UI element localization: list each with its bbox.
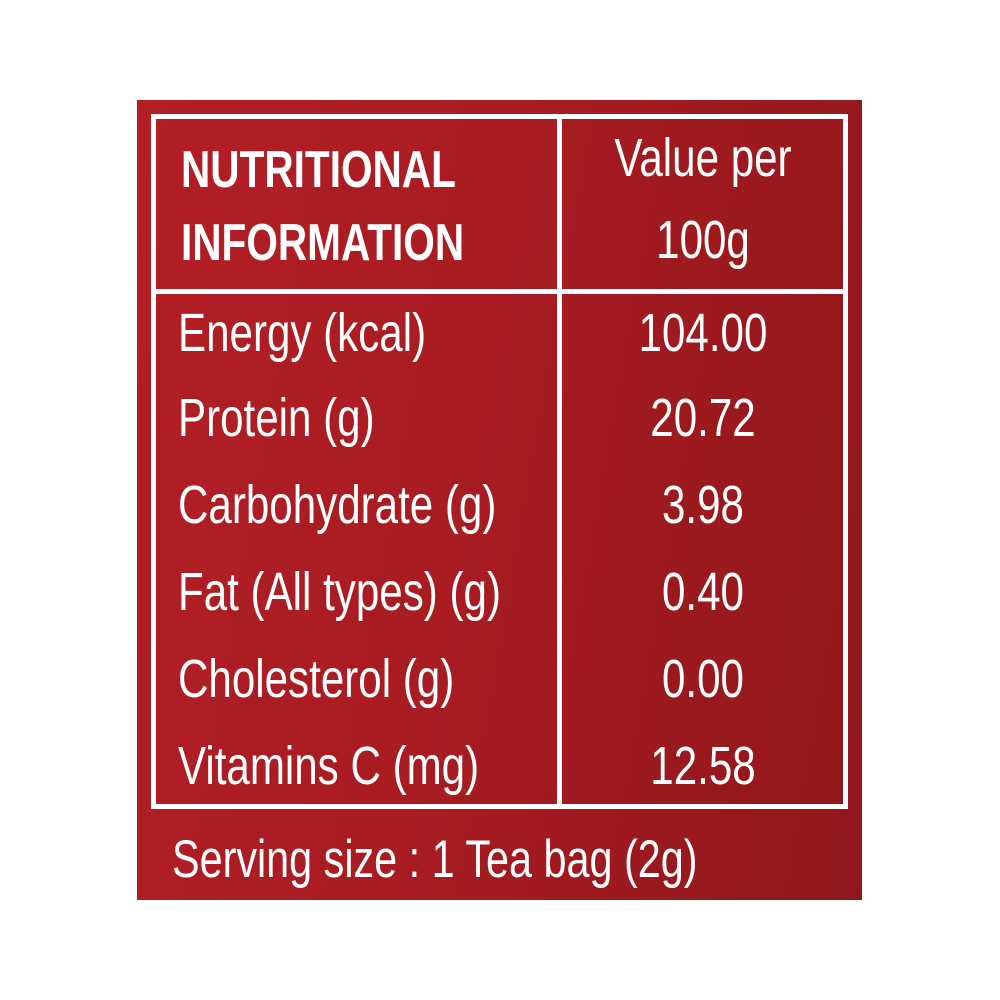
- row-value-fat: 0.40: [662, 562, 744, 622]
- nutrition-panel: NUTRITIONAL INFORMATION Value per 100g E…: [137, 100, 862, 900]
- row-label-carbohydrate: Carbohydrate (g): [178, 475, 497, 535]
- row-label-vitamin-c: Vitamins C (mg): [178, 736, 480, 796]
- serving-size: Serving size : 1 Tea bag (2g): [172, 830, 698, 889]
- row-label-cholesterol: Cholesterol (g): [178, 649, 455, 709]
- row-label-protein: Protein (g): [178, 388, 375, 448]
- value-header-line1: Value per: [614, 128, 792, 188]
- row-label-energy: Energy (kcal): [178, 303, 427, 363]
- table-title-line2: INFORMATION: [181, 214, 465, 272]
- row-value-energy: 104.00: [638, 303, 768, 363]
- row-value-carbohydrate: 3.98: [662, 475, 744, 535]
- column-divider: [557, 114, 562, 809]
- body-cell-border: [151, 289, 848, 809]
- value-header-line2: 100g: [656, 210, 750, 270]
- row-value-vitamin-c: 12.58: [650, 736, 756, 796]
- table-title-line1: NUTRITIONAL: [181, 141, 456, 199]
- row-value-cholesterol: 0.00: [662, 649, 744, 709]
- row-label-fat: Fat (All types) (g): [178, 562, 501, 622]
- row-value-protein: 20.72: [650, 388, 756, 448]
